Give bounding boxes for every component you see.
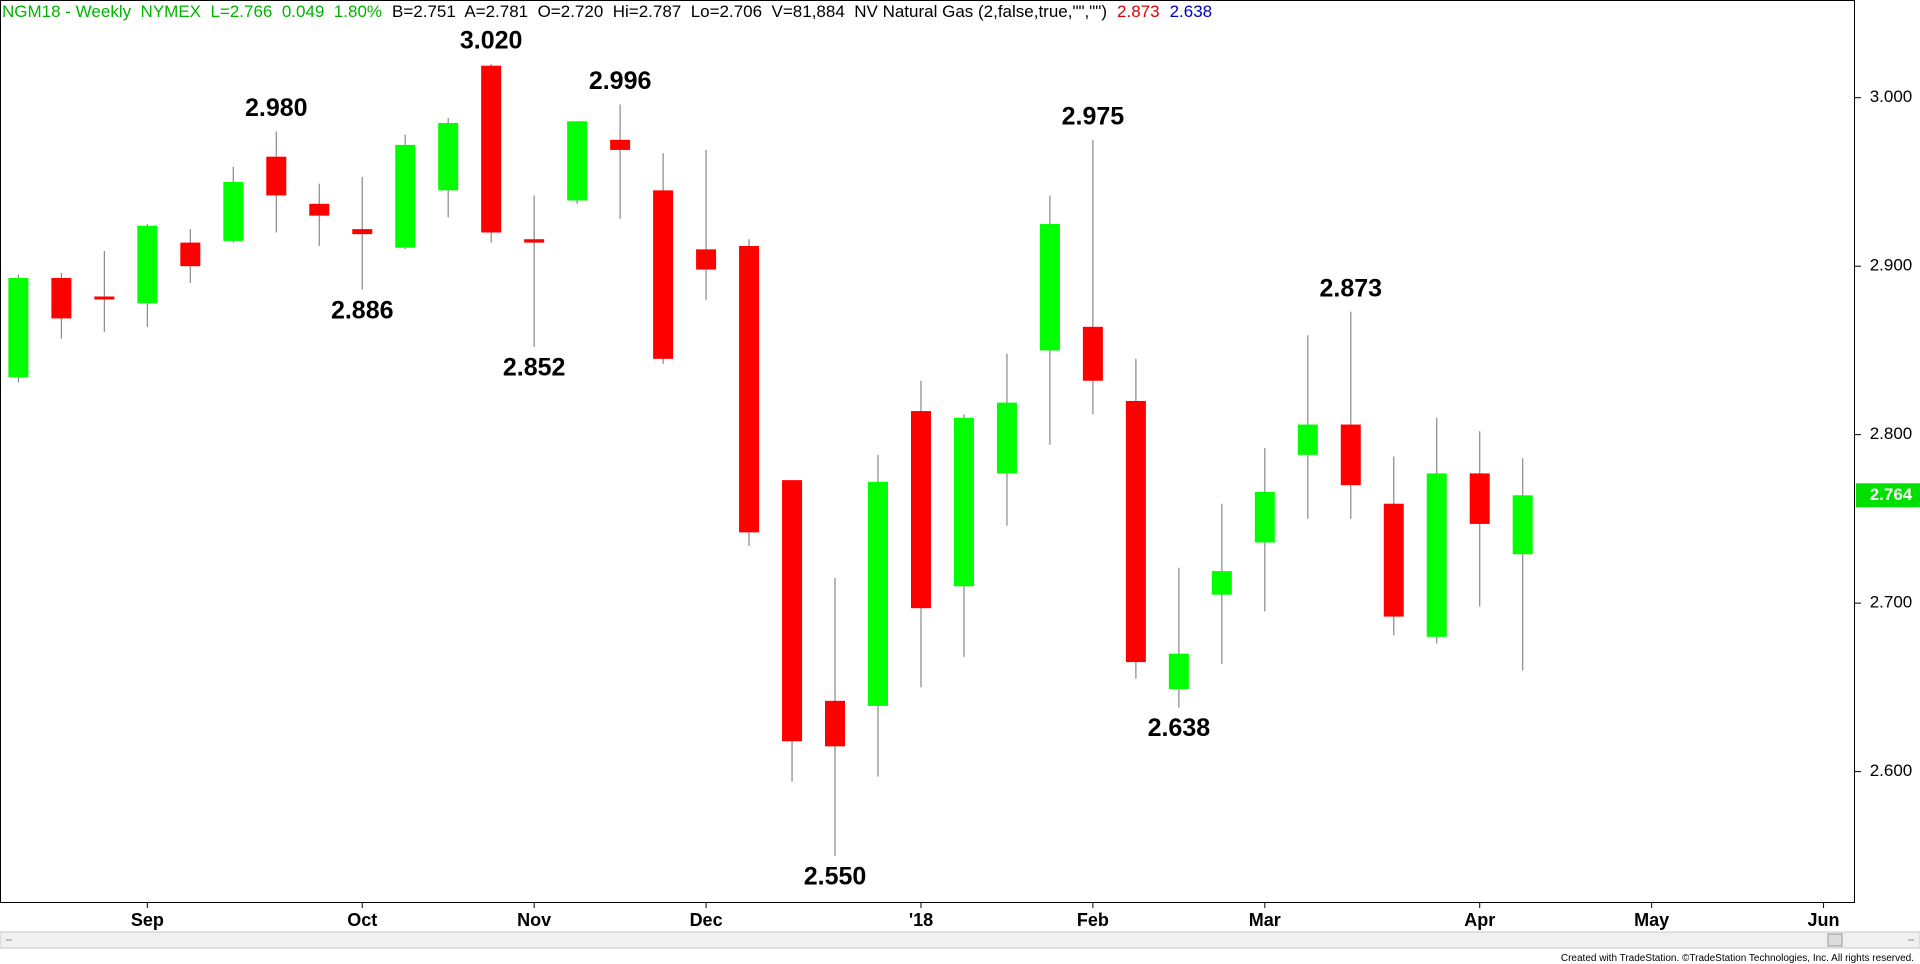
candle-body (180, 242, 201, 267)
candle-body (996, 402, 1017, 474)
x-tick-label: Apr (1464, 910, 1495, 930)
candle-body (696, 249, 717, 270)
annotation: 2.975 (1062, 102, 1125, 130)
plot-border (0, 0, 1855, 903)
x-tick-label: May (1634, 910, 1669, 930)
candle-body (1039, 224, 1060, 351)
y-tick-label: 2.700 (1870, 593, 1913, 612)
footer: Created with TradeStation. ©TradeStation… (1560, 953, 1914, 964)
candle-body (94, 296, 115, 300)
scrollbar[interactable] (0, 931, 1920, 949)
candle-body (825, 700, 846, 747)
annotation: 3.020 (460, 27, 523, 55)
chart-header: NGM18 - Weekly NYMEX L=2.766 0.049 1.80%… (2, 2, 1222, 22)
header-text: 2.873 (1117, 2, 1160, 21)
candle-body (1426, 473, 1447, 637)
annotation: 2.550 (804, 862, 867, 890)
y-tick-label: 2.900 (1870, 256, 1913, 275)
x-tick-label: '18 (909, 910, 933, 930)
candle-body (739, 245, 760, 533)
candle-body (1125, 400, 1146, 663)
annotation: 2.980 (245, 94, 308, 122)
candle-body (567, 121, 588, 201)
candle-body (653, 190, 674, 359)
scroll-thumb[interactable] (1827, 933, 1843, 947)
candle-body (1297, 424, 1318, 455)
x-tick-label: Sep (131, 910, 164, 930)
candle-body (1082, 326, 1103, 381)
candle-body (1469, 473, 1490, 524)
x-tick-label: Dec (690, 910, 723, 930)
last-price-box (1856, 483, 1920, 508)
last-price-label: 2.764 (1870, 485, 1913, 504)
x-tick-label: Oct (347, 910, 377, 930)
y-tick-label: 3.000 (1870, 87, 1913, 106)
candle-body (782, 480, 803, 742)
candle-body (1512, 495, 1533, 555)
candle-body (1254, 491, 1275, 543)
candle-body (1383, 503, 1404, 617)
candle-body (868, 481, 888, 706)
annotation: 2.873 (1319, 274, 1382, 302)
candle-body (953, 417, 974, 587)
candle-body (438, 122, 459, 191)
candle-body (395, 144, 416, 248)
candle-body (266, 156, 287, 196)
y-tick-label: 2.800 (1870, 424, 1913, 443)
candle-body (1340, 424, 1361, 486)
candle-body (1211, 571, 1232, 595)
candle-body (1168, 653, 1189, 690)
annotation: 2.852 (503, 354, 566, 382)
annotation: 2.638 (1148, 714, 1211, 742)
candle-body (352, 229, 373, 235)
candle-body (8, 277, 29, 378)
header-text: NGM18 - Weekly NYMEX L=2.766 0.049 1.80% (2, 2, 383, 21)
candle-body (51, 277, 72, 319)
annotation: 2.996 (589, 67, 652, 95)
candle-body (610, 139, 631, 150)
header-text: B=2.751 A=2.781 O=2.720 Hi=2.787 Lo=2.70… (392, 2, 1108, 21)
x-tick-label: Mar (1249, 910, 1281, 930)
y-tick-label: 2.600 (1870, 761, 1913, 780)
candle-body (137, 225, 158, 304)
x-tick-label: Feb (1077, 910, 1109, 930)
x-tick-label: Jun (1808, 910, 1840, 930)
annotation: 2.886 (331, 296, 394, 324)
header-text: 2.638 (1169, 2, 1213, 21)
candle-body (524, 239, 545, 243)
candle-body (910, 411, 931, 609)
candle-body (309, 203, 330, 216)
x-tick-label: Nov (517, 910, 551, 930)
candle-body (223, 181, 244, 241)
candle-body (481, 65, 502, 233)
